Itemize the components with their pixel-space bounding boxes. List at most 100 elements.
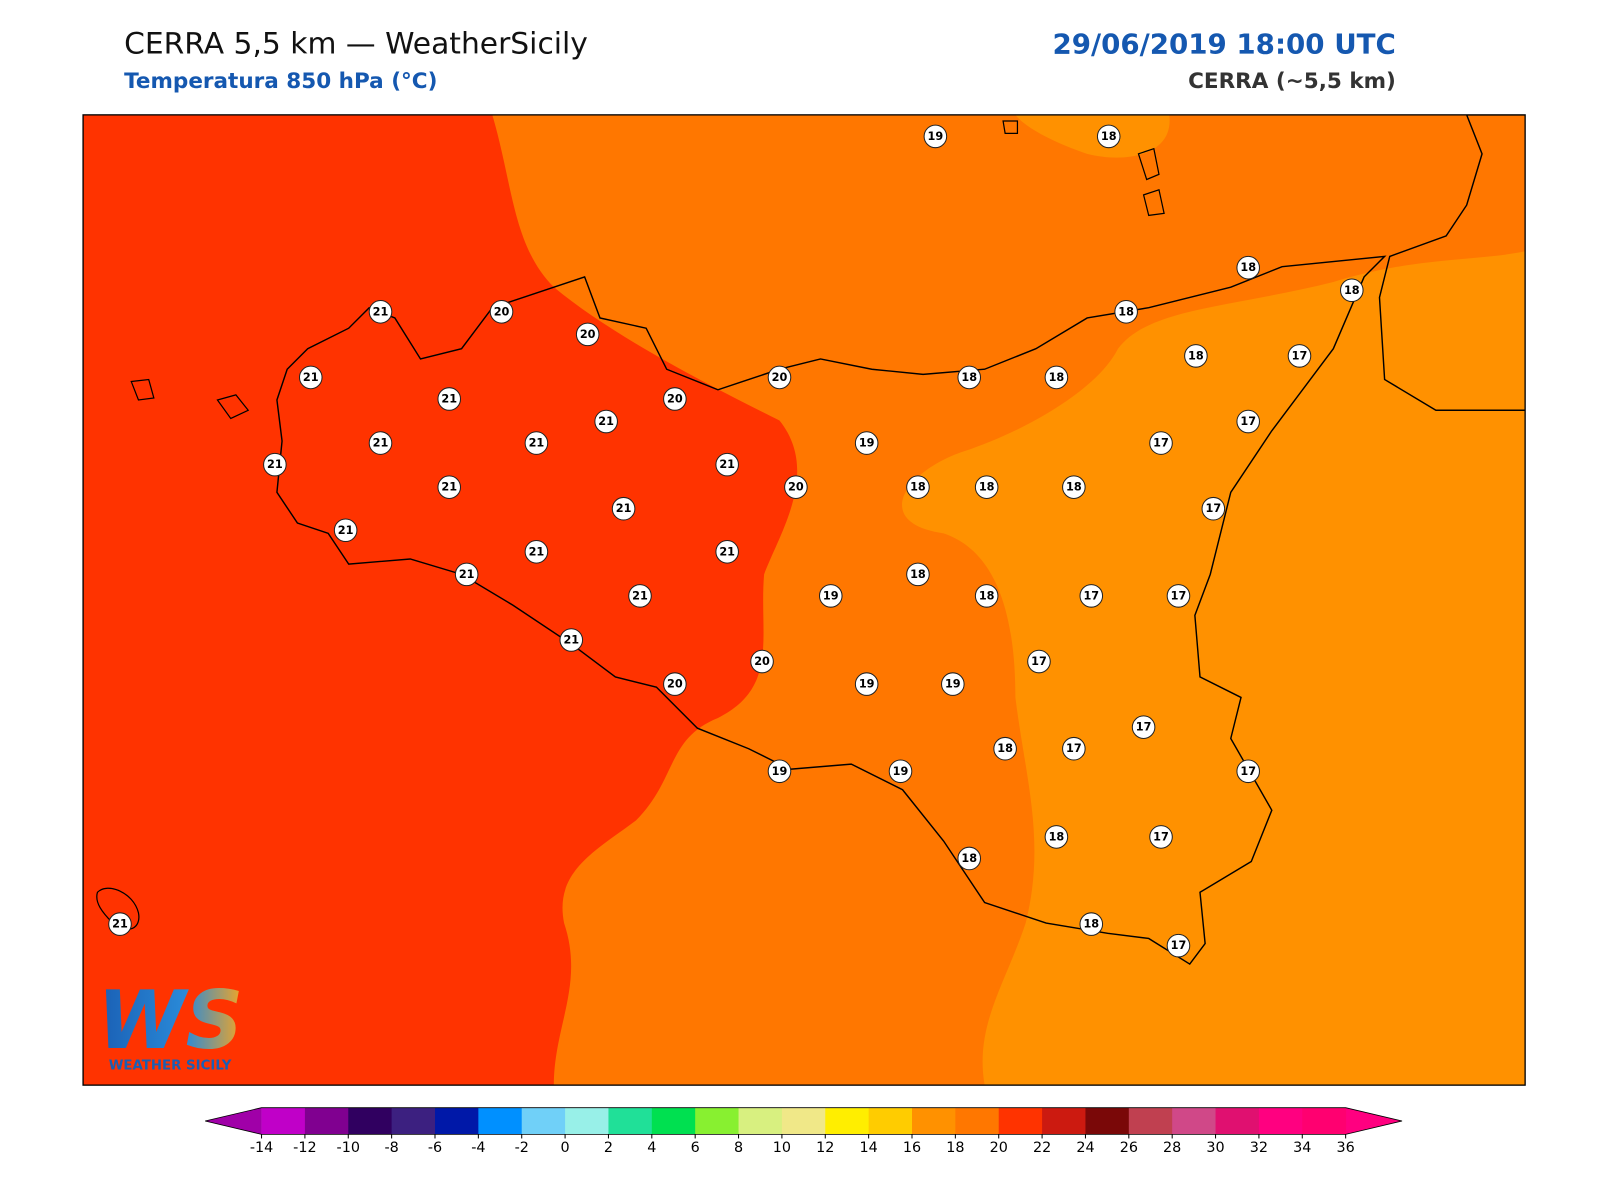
- colorbar-bin: [1042, 1107, 1086, 1135]
- colorbar: -14 -12 -10 -8 -6 -4 -2 0 2 4 6 8 10 12 14 16 18 20 22 24 26…: [205, 1107, 1403, 1156]
- station-value: 18: [961, 852, 977, 865]
- station-marker: [1079, 912, 1104, 936]
- map-frame: [82, 114, 1526, 1086]
- station-marker: [663, 672, 687, 696]
- station-marker: [298, 365, 323, 390]
- colorbar-tick-label: -2: [515, 1140, 529, 1156]
- colorbar-under: [205, 1107, 262, 1135]
- station-marker: [974, 475, 999, 499]
- station-marker: [489, 300, 514, 324]
- station: 21: [715, 539, 739, 564]
- station: 17: [1236, 409, 1260, 434]
- colorbar-tick-label: -14: [250, 1140, 273, 1156]
- colorbar-bin: [1215, 1107, 1260, 1135]
- station-value: 20: [788, 481, 804, 494]
- station-marker: [1236, 759, 1260, 784]
- station: 19: [767, 759, 792, 784]
- station: 18: [1044, 825, 1069, 849]
- colorbar-tick-label: 32: [1250, 1140, 1268, 1156]
- station-marker: [1044, 365, 1069, 390]
- colorbar-tick-label: 0: [561, 1140, 570, 1156]
- station-value: 18: [910, 481, 926, 494]
- station-marker: [906, 475, 930, 499]
- station-marker: [454, 562, 479, 587]
- colorbar-bin: [781, 1107, 826, 1135]
- station-marker: [437, 475, 462, 499]
- station-marker: [1149, 825, 1173, 849]
- station: 18: [974, 584, 999, 608]
- station-value: 18: [979, 589, 995, 602]
- station: 18: [906, 475, 930, 499]
- station-marker: [368, 431, 393, 455]
- station-value: 17: [1240, 765, 1256, 778]
- station-marker: [767, 365, 792, 390]
- colorbar-bin: [868, 1107, 913, 1135]
- station-marker: [974, 584, 999, 608]
- station-marker: [1166, 584, 1191, 608]
- station-value: 19: [859, 437, 875, 450]
- station-marker: [854, 431, 879, 455]
- station: 17: [1079, 584, 1104, 608]
- station-value: 18: [910, 568, 926, 581]
- station: 21: [559, 628, 584, 652]
- colorbar-tick-label: 28: [1163, 1140, 1181, 1156]
- station-value: 17: [1292, 349, 1308, 362]
- station-marker: [1149, 431, 1173, 455]
- colorbar-tick-label: -10: [337, 1140, 360, 1156]
- station: 21: [437, 387, 462, 411]
- station: 18: [1079, 912, 1104, 936]
- station: 18: [906, 562, 930, 587]
- station-value: 21: [529, 437, 545, 450]
- colorbar-tick-label: 18: [946, 1140, 964, 1156]
- station-value: 21: [338, 524, 354, 537]
- station-value: 21: [441, 481, 457, 494]
- station-value: 19: [859, 678, 875, 691]
- colorbar-bin: [434, 1107, 479, 1135]
- zone: [83, 114, 798, 1086]
- station-value: 20: [772, 371, 788, 384]
- station-value: 18: [1101, 130, 1117, 143]
- station-marker: [715, 452, 739, 477]
- station-marker: [923, 124, 948, 149]
- datetime: 29/06/2019 18:00 UTC: [1052, 27, 1395, 60]
- station-marker: [1339, 278, 1364, 303]
- coastline: [276, 255, 1387, 966]
- station: 21: [298, 365, 323, 390]
- station: 21: [524, 539, 549, 564]
- colorbar-tick-label: 12: [816, 1140, 834, 1156]
- station: 20: [489, 300, 514, 324]
- station-marker: [957, 846, 982, 871]
- station-value: 21: [373, 437, 389, 450]
- station-value: 21: [598, 415, 614, 428]
- station: 18: [1062, 475, 1086, 499]
- station-value: 19: [823, 589, 839, 602]
- colorbar-over: [1345, 1107, 1403, 1135]
- station: 19: [818, 584, 843, 608]
- station: 21: [594, 409, 618, 434]
- colorbar-tick-label: 26: [1120, 1140, 1138, 1156]
- station-marker: [1201, 496, 1226, 521]
- station-value: 17: [1083, 589, 1099, 602]
- colorbar-tick-label: -8: [384, 1140, 398, 1156]
- station-value: 18: [997, 742, 1013, 755]
- station-value: 17: [1205, 502, 1221, 515]
- station: 17: [1149, 431, 1173, 455]
- station: 21: [611, 496, 636, 521]
- zone: [902, 251, 1526, 1086]
- station: 18: [1339, 278, 1364, 303]
- station-value: 17: [1171, 939, 1187, 952]
- station-value: 18: [1344, 284, 1360, 297]
- station-marker: [818, 584, 843, 608]
- station-value: 17: [1066, 742, 1082, 755]
- station-value: 18: [1240, 261, 1256, 274]
- colorbar-tick-label: 10: [773, 1140, 791, 1156]
- station-marker: [594, 409, 618, 434]
- station-marker: [1236, 409, 1260, 434]
- station-value: 20: [667, 678, 683, 691]
- colorbar-tick-label: 2: [604, 1140, 613, 1156]
- colorbar-bin: [998, 1107, 1043, 1135]
- station-value: 21: [529, 545, 545, 558]
- logo-text: WEATHER SICILY: [109, 1059, 232, 1074]
- station-marker: [1096, 124, 1121, 149]
